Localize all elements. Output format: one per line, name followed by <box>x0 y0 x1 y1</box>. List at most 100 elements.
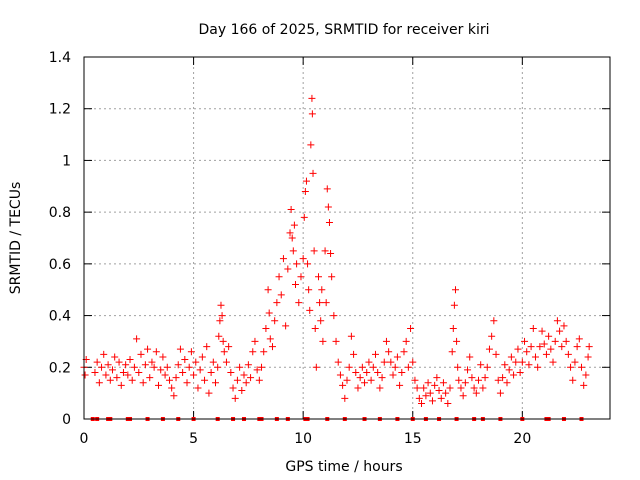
data-point <box>516 368 524 376</box>
data-point <box>371 350 379 358</box>
data-point <box>260 348 268 356</box>
data-point <box>363 368 371 376</box>
data-point <box>128 376 136 384</box>
data-point <box>319 337 327 345</box>
y-tick-label: 1 <box>62 153 71 169</box>
data-point <box>531 353 539 361</box>
data-point <box>302 177 310 185</box>
data-point <box>494 376 502 384</box>
data-point <box>181 356 189 364</box>
data-point <box>444 399 452 407</box>
data-point <box>542 350 550 358</box>
data-point <box>242 379 250 387</box>
data-point <box>575 335 583 343</box>
data-point <box>168 384 176 392</box>
data-point <box>108 366 116 374</box>
plot-frame <box>83 56 611 420</box>
data-point <box>185 363 193 371</box>
x-tick-label: 5 <box>189 431 198 447</box>
data-point <box>514 345 522 353</box>
data-point <box>477 361 485 369</box>
data-point <box>315 273 323 281</box>
data-point <box>510 371 518 379</box>
data-point <box>266 335 274 343</box>
data-point <box>376 384 384 392</box>
data-point <box>448 348 456 356</box>
data-point <box>111 353 119 361</box>
data-point <box>324 203 332 211</box>
data-point <box>389 371 397 379</box>
data-point <box>564 350 572 358</box>
data-point <box>343 376 351 384</box>
data-point <box>253 366 261 374</box>
data-point <box>216 317 224 325</box>
data-point <box>95 379 103 387</box>
data-point <box>124 371 132 379</box>
data-point <box>268 343 276 351</box>
data-point <box>426 389 434 397</box>
data-point <box>323 185 331 193</box>
data-point <box>115 358 123 366</box>
data-point <box>106 376 114 384</box>
data-point <box>240 371 248 379</box>
data-point <box>282 322 290 330</box>
data-point <box>227 368 235 376</box>
data-point <box>233 376 241 384</box>
data-point <box>130 363 138 371</box>
data-point <box>306 306 314 314</box>
data-point <box>361 379 369 387</box>
data-point <box>433 374 441 382</box>
data-point <box>317 317 325 325</box>
data-point <box>81 371 89 379</box>
x-axis-label: GPS time / hours <box>285 459 402 475</box>
data-point <box>304 260 312 268</box>
data-point <box>369 363 377 371</box>
data-point <box>393 353 401 361</box>
data-point <box>584 353 592 361</box>
data-point <box>437 394 445 402</box>
data-point <box>382 337 390 345</box>
data-point <box>418 399 426 407</box>
x-tick-label: 0 <box>80 431 89 447</box>
data-point <box>547 345 555 353</box>
data-point <box>503 379 511 387</box>
data-point <box>152 348 160 356</box>
data-point <box>159 353 167 361</box>
y-tick-label: 0.8 <box>49 205 71 221</box>
data-point <box>501 361 509 369</box>
data-point <box>580 381 588 389</box>
data-point <box>521 337 529 345</box>
data-point <box>214 363 222 371</box>
data-point <box>325 218 333 226</box>
data-point <box>488 332 496 340</box>
data-point <box>137 350 145 358</box>
data-point <box>247 374 255 382</box>
data-point <box>265 309 273 317</box>
data-point <box>144 345 152 353</box>
data-point <box>117 381 125 389</box>
data-point <box>295 299 303 307</box>
data-point <box>286 229 294 237</box>
data-point <box>424 379 432 387</box>
data-point <box>318 286 326 294</box>
data-point <box>91 368 99 376</box>
y-tick-label: 0.2 <box>49 360 71 376</box>
data-point <box>556 327 564 335</box>
data-point <box>300 213 308 221</box>
data-point <box>126 356 134 364</box>
data-point <box>356 374 364 382</box>
data-point <box>100 350 108 358</box>
data-point <box>378 374 386 382</box>
data-point <box>446 384 454 392</box>
data-point <box>551 337 559 345</box>
y-tick-label: 0 <box>62 412 71 428</box>
data-point <box>492 350 500 358</box>
data-point <box>198 353 206 361</box>
data-point <box>275 273 283 281</box>
data-point <box>119 368 127 376</box>
data-point <box>374 368 382 376</box>
data-point <box>174 361 182 369</box>
data-point <box>347 332 355 340</box>
data-point <box>527 343 535 351</box>
data-point <box>215 332 223 340</box>
